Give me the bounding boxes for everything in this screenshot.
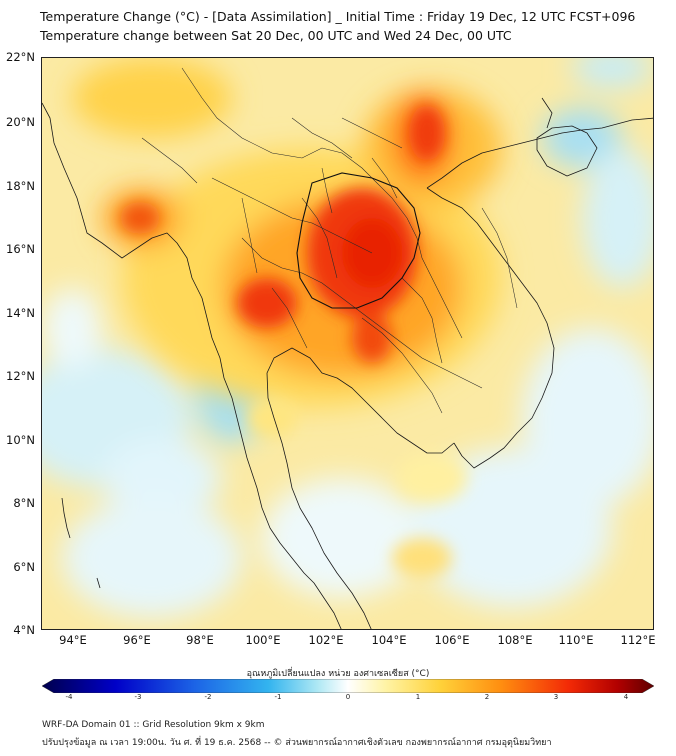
lat-label-12: 12°N	[6, 369, 35, 383]
lon-label-102: 102°E	[308, 633, 344, 647]
map-panel	[41, 57, 654, 630]
colorbar	[42, 679, 654, 693]
lat-label-10: 10°N	[6, 433, 35, 447]
map-subtitle: Temperature change between Sat 20 Dec, 0…	[40, 28, 512, 43]
colorbar-title: อุณหภูมิเปลี่ยนแปลง หน่วย องศาเซลเซียส (…	[246, 669, 430, 679]
colorbar-fill	[42, 679, 654, 693]
temperature-change-map	[42, 58, 653, 629]
lat-label-6: 6°N	[13, 560, 35, 574]
borders-layer	[141, 67, 518, 414]
colorbar-tick-neg1: -1	[274, 693, 282, 701]
lon-label-112: 112°E	[620, 633, 656, 647]
coastlines-layer	[42, 97, 653, 629]
lat-label-20: 20°N	[6, 115, 35, 129]
lon-label-104: 104°E	[371, 633, 407, 647]
lon-label-96: 96°E	[123, 633, 151, 647]
footer-update-info: ปรับปรุงข้อมูล ณ เวลา 19:00น. วัน ศ. ที่…	[42, 738, 552, 748]
light-yellow-layer	[247, 398, 467, 578]
colorbar-tick-4: 4	[623, 693, 629, 701]
lat-label-16: 16°N	[6, 242, 35, 256]
lat-label-22: 22°N	[6, 50, 35, 64]
lon-label-110: 110°E	[558, 633, 594, 647]
northeast-region-outline	[296, 172, 421, 309]
map-title: Temperature Change (°C) - [Data Assimila…	[40, 9, 636, 24]
lon-label-98: 98°E	[186, 633, 214, 647]
lat-label-4: 4°N	[13, 623, 35, 637]
lon-label-100: 100°E	[245, 633, 281, 647]
colorbar-tick-2: 2	[484, 693, 490, 701]
colorbar-tick-neg4: -4	[65, 693, 73, 701]
footer-model-info: WRF-DA Domain 01 :: Grid Resolution 9km …	[42, 720, 265, 730]
lat-label-18: 18°N	[6, 179, 35, 193]
hot-anomaly-layer	[120, 105, 445, 363]
colorbar-tick-3: 3	[553, 693, 559, 701]
lon-label-94: 94°E	[59, 633, 87, 647]
lat-label-14: 14°N	[6, 306, 35, 320]
colorbar-tick-1: 1	[415, 693, 421, 701]
lat-label-8: 8°N	[13, 496, 35, 510]
colorbar-tick-neg2: -2	[204, 693, 212, 701]
lon-label-108: 108°E	[497, 633, 533, 647]
colorbar-tick-0: 0	[345, 693, 351, 701]
lon-label-106: 106°E	[434, 633, 470, 647]
colorbar-tick-neg3: -3	[134, 693, 142, 701]
